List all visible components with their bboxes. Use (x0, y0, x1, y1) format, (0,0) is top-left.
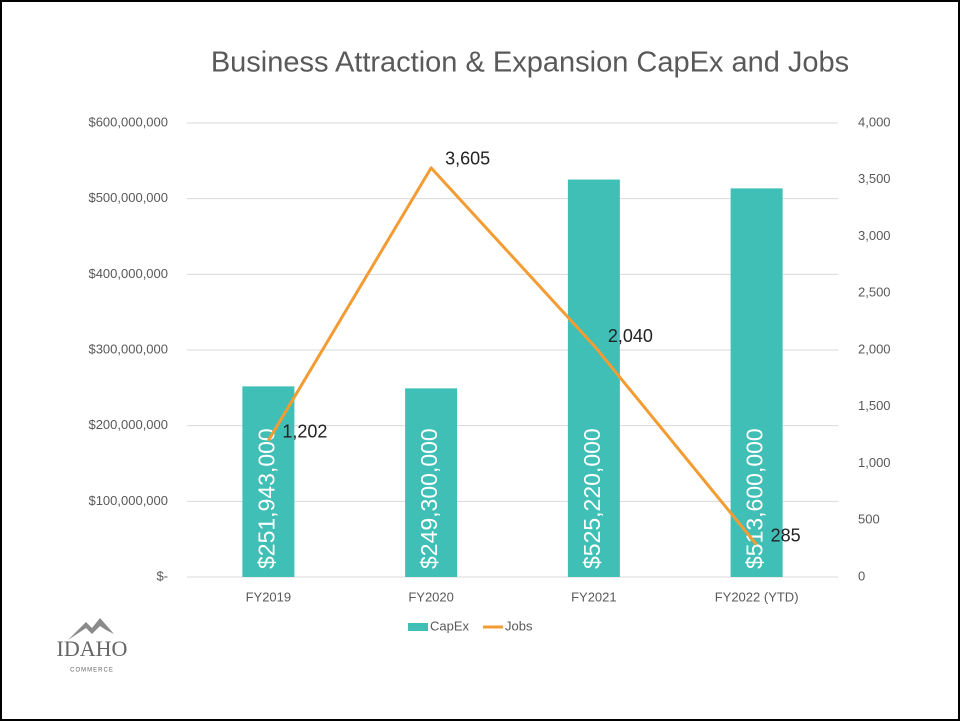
y2-tick-label: 2,000 (858, 341, 891, 356)
bar (730, 188, 783, 577)
x-tick-label: FY2021 (571, 589, 617, 604)
y-tick-label: $- (156, 568, 168, 583)
bar-value-label: $249,300,000 (416, 428, 442, 569)
y-tick-label: $400,000,000 (88, 266, 168, 281)
y2-tick-label: 1,000 (858, 455, 891, 470)
line-value-label: 1,202 (282, 421, 327, 441)
x-tick-label: FY2020 (408, 589, 454, 604)
y2-tick-label: 500 (858, 512, 880, 527)
legend-swatch (408, 623, 428, 631)
bar-value-label: $513,600,000 (742, 428, 768, 569)
y2-tick-label: 2,500 (858, 285, 891, 300)
y2-tick-label: 4,000 (858, 114, 891, 129)
y2-tick-label: 3,000 (858, 228, 891, 243)
x-tick-label: FY2022 (YTD) (715, 589, 799, 604)
bar (405, 388, 458, 577)
y-tick-label: $500,000,000 (88, 190, 168, 205)
line-value-label: 2,040 (608, 326, 653, 346)
bar (567, 179, 620, 577)
legend-label: CapEx (430, 618, 470, 633)
x-tick-label: FY2019 (246, 589, 292, 604)
bar-value-label: $251,943,000 (253, 428, 279, 569)
logo-tagline: COMMERCE (70, 668, 114, 674)
y2-tick-label: 1,500 (858, 398, 891, 413)
y2-tick-label: 0 (858, 568, 865, 583)
line (267, 166, 758, 546)
logo: IDAHO COMMERCE (57, 618, 128, 674)
y2-tick-label: 3,500 (858, 171, 891, 186)
bar (242, 386, 295, 577)
logo-name: IDAHO (57, 636, 128, 661)
line-value-label: 285 (771, 525, 801, 545)
chart-title: Business Attraction & Expansion CapEx an… (211, 47, 849, 79)
y-tick-label: $300,000,000 (88, 341, 168, 356)
y-tick-label: $100,000,000 (88, 493, 168, 508)
bar-value-label: $525,220,000 (579, 428, 605, 569)
legend-label: Jobs (505, 618, 533, 633)
y-tick-label: $600,000,000 (88, 114, 168, 129)
line-value-label: 3,605 (445, 149, 490, 169)
y-tick-label: $200,000,000 (88, 417, 168, 432)
logo-mountain (68, 618, 114, 640)
